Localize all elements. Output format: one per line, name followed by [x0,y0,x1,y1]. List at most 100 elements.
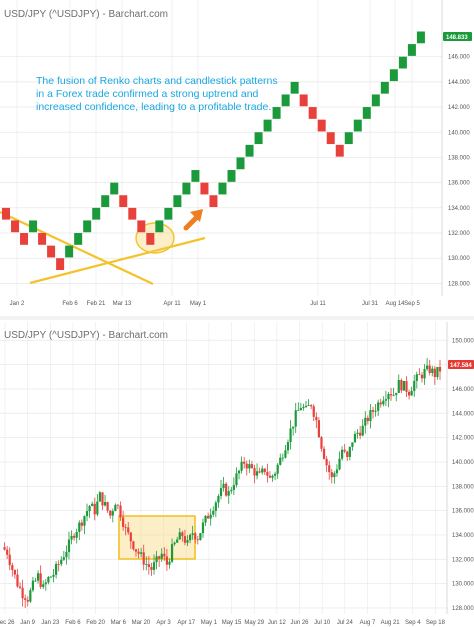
candle-body [307,405,310,406]
candle-body [389,394,393,396]
candle-body [343,449,346,452]
renko-y-ticks: 146.000 144.000 142.000 140.000 138.000 136.0… [448,55,470,288]
candle-body [359,432,362,436]
candle-x-tick-label: Aug 7 [360,620,376,626]
renko-y-tick-label: 128.000 [448,281,470,287]
renko-brick [263,119,272,132]
candle-body [88,506,91,512]
candle-body [119,505,122,518]
candle-x-tick-label: Sep 4 [405,620,421,626]
renko-brick [362,107,371,119]
renko-x-tick-label: Jul 11 [310,301,326,307]
candle-body [106,502,109,511]
candle-body [266,472,269,476]
candle-body [6,549,9,555]
renko-brick [83,220,92,233]
candle-body [178,532,181,540]
candle-body [70,535,73,540]
candle-body [397,380,400,393]
renko-uptrend-arrow-head [190,209,203,222]
candle-body [188,534,192,541]
candle-body [168,561,171,565]
candle-body [109,510,112,516]
candle-y-tick-label: 138.000 [452,484,474,490]
candle-body [361,425,364,436]
candle-x-tick-label: Jul 10 [314,620,331,626]
candle-body [420,374,424,379]
renko-grid [0,0,442,296]
candle-body [214,502,217,511]
renko-y-tick-label: 138.000 [448,155,470,161]
candle-body [91,503,94,507]
candle-body [243,461,246,464]
renko-brick [389,69,398,82]
renko-brick [407,44,416,56]
candle-body [85,511,89,517]
renko-brick [308,107,317,119]
candle-body [219,488,223,497]
renko-x-tick-label: Jul 31 [362,301,379,307]
candle-body [395,392,398,395]
renko-brick [101,195,110,208]
renko-x-ticks: Jan 2 Feb 6 Feb 21 Mar 13 Apr 11 May 1 Jul 11 J… [10,301,421,307]
candle-body [103,502,107,506]
renko-uptrend-arrow [183,209,203,231]
renko-brick [128,207,137,220]
candle-x-tick-label: May 15 [222,620,242,626]
renko-brick [182,182,191,195]
candle-body [204,515,207,523]
renko-x-tick-label: May 1 [190,301,207,307]
candle-x-tick-label: May 29 [244,620,264,626]
candle-body [8,554,11,566]
renko-y-tick-label: 136.000 [448,181,470,187]
candle-x-tick-label: Jun 12 [268,620,287,626]
candle-body [212,510,215,515]
candle-body [281,457,284,459]
renko-chart-title: USD/JPY (^USDJPY) - Barchart.com [4,9,168,20]
candle-body [263,468,266,473]
candle-body [382,400,385,405]
candle-body [330,472,333,478]
candle-body [428,365,431,374]
candle-body [181,532,184,537]
candle-body [75,531,78,538]
candle-body [346,451,349,457]
renko-brick [191,170,200,182]
annotation-line-3: increased confidence, leading to a profi… [36,101,271,113]
candle-body [335,469,339,474]
candle-body [98,492,102,502]
candle-body [245,463,248,469]
candle-body [165,556,168,565]
candle-body [217,496,220,503]
candle-body [29,590,32,602]
candle-body [255,471,259,476]
candle-y-tick-label: 140.000 [452,460,474,466]
candle-body [240,461,243,471]
candle-x-tick-label: Dec 26 [0,620,15,626]
renko-x-tick-label: Feb 21 [87,301,106,307]
candle-x-tick-label: Aug 21 [381,620,401,626]
candle-body [279,457,282,465]
renko-brick [20,233,29,245]
candle-body [163,553,166,557]
candle-body [134,549,138,552]
candle-x-tick-label: Jul 24 [337,620,354,626]
candle-chart-title: USD/JPY (^USDJPY) - Barchart.com [4,330,168,341]
candle-body [438,366,442,372]
candle-body [338,458,341,470]
candle-body [250,464,254,469]
candle-body [325,458,328,466]
candle-body [413,380,416,391]
candle-y-tick-label: 130.000 [452,582,474,588]
candle-body [387,394,390,400]
renko-brick [254,132,263,145]
candle-body [364,417,367,426]
renko-y-tick-label: 134.000 [448,206,470,212]
candle-body [145,564,148,565]
candles [3,357,442,609]
candle-body [410,390,413,396]
candle-body [289,428,292,443]
renko-brick [137,220,146,233]
candle-body [423,369,426,379]
candle-last-price-label: 147.584 [450,363,472,369]
